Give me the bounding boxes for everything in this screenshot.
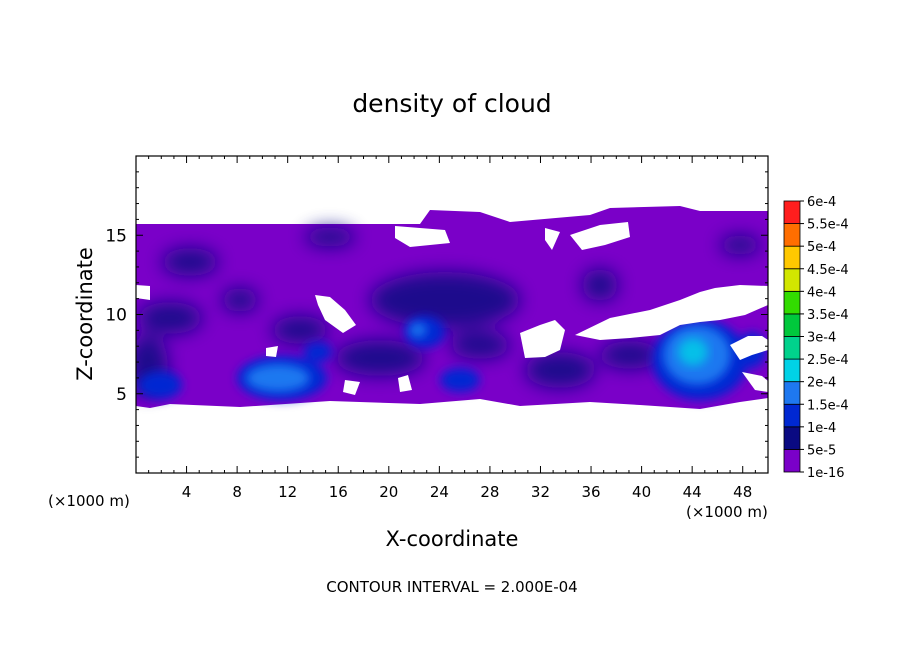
x-tick-label: 36 (581, 483, 600, 501)
x-tick-label: 28 (480, 483, 499, 501)
x-tick-label: 32 (531, 483, 550, 501)
colorbar-swatch (783, 336, 801, 360)
contour-interval-note: CONTOUR INTERVAL = 2.000E-04 (326, 578, 577, 596)
colorbar-swatch (783, 426, 801, 450)
y-axis-label: Z-coordinate (73, 247, 97, 381)
y-tick-label: 15 (105, 226, 127, 246)
colorbar-label: 2e-4 (807, 376, 836, 391)
colorbar-swatch (783, 290, 801, 315)
colorbar-label: 3e-4 (807, 331, 836, 346)
colorbar-swatch (783, 358, 801, 383)
x-unit-right: (×1000 m) (686, 503, 768, 521)
light-blue-cores (246, 323, 731, 392)
cyan-core (678, 338, 708, 366)
colorbar-swatch (783, 245, 801, 270)
colorbar-swatch (783, 200, 801, 224)
density-field (136, 206, 768, 409)
colorbar-label: 6e-4 (807, 195, 836, 210)
x-axis-label: X-coordinate (386, 527, 519, 551)
colorbar-label: 4e-4 (807, 285, 836, 300)
x-tick-label: 12 (278, 483, 297, 501)
colorbar-label: 5e-5 (807, 443, 836, 458)
colorbar-swatch (783, 223, 801, 247)
x-unit-left: (×1000 m) (48, 492, 130, 510)
colorbar-label: 1e-16 (807, 466, 845, 481)
colorbar-swatch (783, 268, 801, 292)
colorbar-label: 2.5e-4 (807, 353, 849, 368)
x-tick-label: 4 (182, 483, 192, 501)
y-axis: 5 10 15 (105, 171, 768, 458)
colorbar-label: 1e-4 (807, 421, 836, 436)
colorbar-label: 3.5e-4 (807, 308, 849, 323)
colorbar-label: 5e-4 (807, 240, 836, 255)
colorbar-label: 5.5e-4 (807, 218, 849, 233)
colorbar-swatch (783, 449, 801, 473)
colorbar-swatch (783, 403, 801, 428)
plot-area (136, 156, 768, 473)
y-tick-label: 10 (105, 306, 127, 326)
x-tick-label: 20 (379, 483, 398, 501)
x-tick-label: 24 (430, 483, 449, 501)
colorbar-label: 4.5e-4 (807, 263, 849, 278)
colorbar-swatch (783, 313, 801, 337)
colorbar-swatch (783, 381, 801, 405)
x-tick-label: 8 (232, 483, 242, 501)
x-tick-label: 48 (733, 483, 752, 501)
chart-title: density of cloud (352, 89, 551, 118)
clear-patches (136, 222, 768, 395)
colorbar-label: 1.5e-4 (807, 398, 849, 413)
x-tick-label: 40 (632, 483, 651, 501)
y-tick-label: 5 (116, 385, 127, 405)
x-tick-label: 44 (683, 483, 702, 501)
x-tick-label: 16 (329, 483, 348, 501)
x-axis: 4 8 12 16 20 24 28 32 36 40 44 48 (148, 156, 756, 501)
colorbar: 1e-16 5e-5 1e-4 1.5e-4 2e-4 2.5e-4 3e-4 3.5e-4 4… (783, 195, 849, 481)
